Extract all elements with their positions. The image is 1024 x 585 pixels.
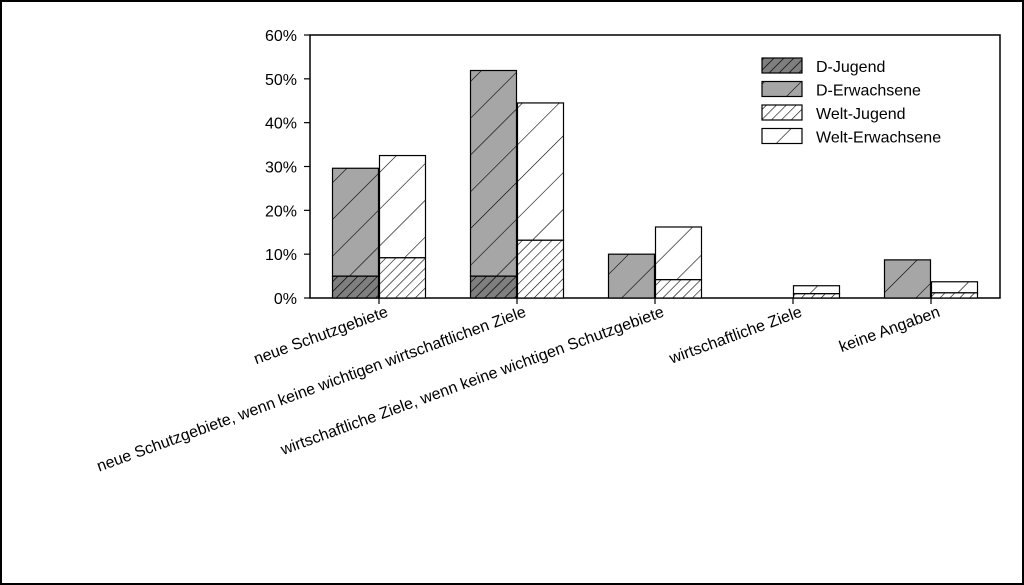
legend-label: D-Erwachsene [816, 83, 921, 100]
bar-d-jugend [469, 275, 518, 299]
legend-swatch [761, 80, 803, 98]
bar-d-erwachsene [607, 253, 656, 299]
bar-d-erwachsene [469, 69, 518, 277]
y-tick-label: 10% [265, 247, 297, 264]
legend-swatch [761, 57, 803, 74]
legend-label: Welt-Erwachsene [816, 130, 941, 147]
bar-welt-jugend [516, 239, 565, 299]
bar-d-jugend [331, 275, 380, 299]
bar-welt-jugend [378, 257, 427, 299]
bar-welt-jugend [930, 292, 979, 299]
bar-welt-jugend [792, 293, 841, 299]
legend-label: D-Jugend [816, 59, 885, 76]
y-tick-label: 40% [265, 116, 297, 133]
bar-welt-erwachsene [792, 285, 841, 295]
legend-swatch [761, 104, 803, 121]
bar-welt-erwachsene [654, 226, 703, 281]
bar-welt-erwachsene [378, 154, 427, 259]
y-tick-label: 50% [265, 72, 297, 89]
y-tick-label: 30% [265, 160, 297, 177]
bar-welt-jugend [654, 278, 703, 299]
bar-welt-erwachsene [930, 281, 979, 294]
y-tick-label: 0% [274, 291, 297, 308]
y-tick-label: 60% [265, 28, 297, 45]
bar-d-erwachsene [883, 259, 932, 299]
legend-swatch [761, 127, 803, 145]
bar-d-erwachsene [331, 167, 380, 277]
legend-label: Welt-Jugend [816, 106, 906, 123]
bar-welt-erwachsene [516, 102, 565, 241]
y-tick-label: 20% [265, 203, 297, 220]
